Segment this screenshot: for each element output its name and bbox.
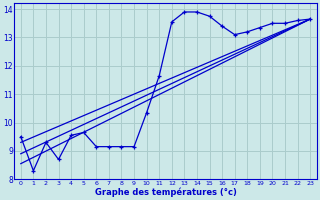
X-axis label: Graphe des températures (°c): Graphe des températures (°c)	[95, 187, 236, 197]
